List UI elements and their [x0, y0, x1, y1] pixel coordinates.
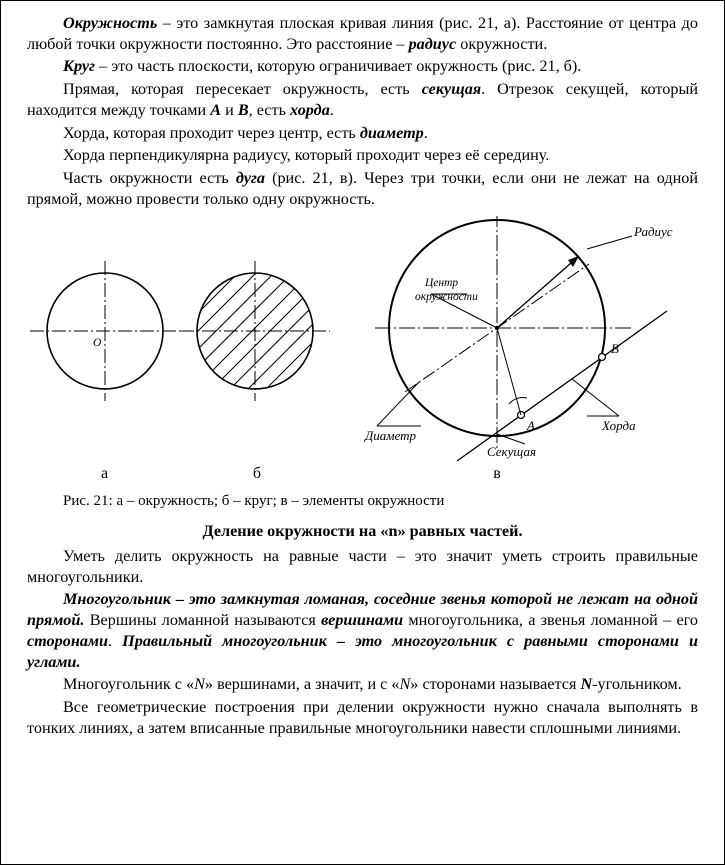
paragraph-chord-perp: Хорда перпендикулярна радиусу, который п…	[27, 145, 698, 166]
label-diameter: Диаметр	[363, 428, 417, 443]
subfig-c: Радиус Диаметр Центр окружности A	[363, 216, 673, 461]
label-center1: Центр	[424, 277, 458, 289]
term-radius: радиус	[409, 35, 457, 53]
paragraph-diameter: Хорда, которая проходит через центр, ест…	[27, 123, 698, 144]
paragraph-arc: Часть окружности есть дуга (рис. 21, в).…	[27, 168, 698, 209]
paragraph-8: Многоугольник – это замкнутая ломаная, с…	[27, 589, 698, 672]
label-center2: окружности	[415, 291, 478, 303]
label-B: B	[611, 341, 619, 356]
figure-21: О	[27, 216, 698, 512]
term-disk: Круг	[63, 57, 95, 75]
label-secant: Секущая	[487, 444, 536, 459]
subfig-a: О	[30, 261, 180, 401]
label-A: A	[526, 418, 535, 433]
label-chord: Хорда	[601, 418, 636, 433]
paragraph-9: Многоугольник с «N» вершинами, а значит,…	[27, 674, 698, 695]
term-circle: Окружность	[63, 14, 157, 32]
sublabel-b: б	[182, 464, 332, 484]
term-diameter: диаметр	[360, 124, 424, 142]
figure-sublabels: а б в	[27, 464, 698, 484]
paragraph-disk-def: Круг – это часть плоскости, которую огра…	[27, 56, 698, 77]
term-chord: хорда	[290, 101, 330, 119]
sublabel-a: а	[27, 464, 182, 484]
paragraph-10: Все геометрические построения при делени…	[27, 697, 698, 738]
label-O: О	[93, 337, 102, 349]
label-radius: Радиус	[633, 224, 673, 239]
paragraph-circle-def: Окружность – это замкнутая плоская крива…	[27, 13, 698, 54]
paragraph-7: Уметь делить окружность на равные части …	[27, 546, 698, 587]
document-page: Окружность – это замкнутая плоская крива…	[0, 0, 725, 865]
paragraph-secant: Прямая, которая пересекает окружность, е…	[27, 79, 698, 120]
section-title-division: Деление окружности на «n» равных частей.	[27, 521, 698, 542]
figure-svg: О	[27, 216, 687, 468]
subfig-b	[141, 216, 391, 460]
term-secant: секущая	[422, 80, 481, 98]
figure-caption: Рис. 21: а – окружность; б – круг; в – э…	[27, 492, 698, 511]
term-arc: дуга	[236, 169, 265, 187]
sublabel-c: в	[332, 464, 662, 484]
